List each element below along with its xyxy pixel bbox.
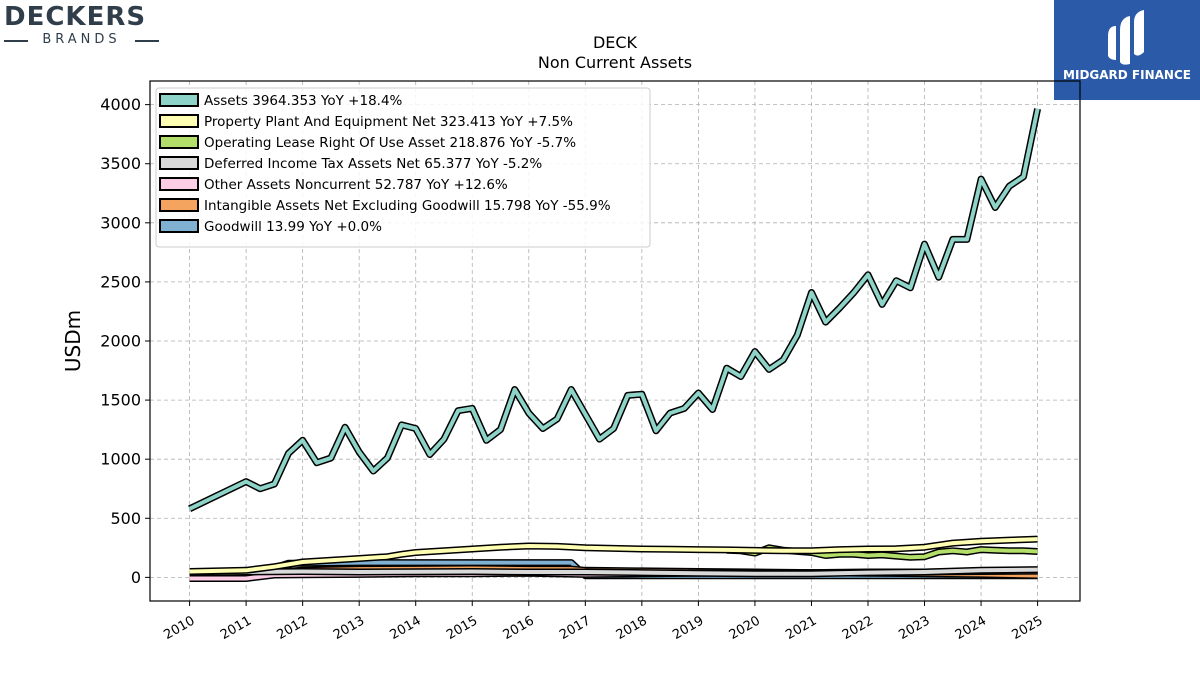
legend-swatch <box>159 198 199 212</box>
midgard-finance-logo: MIDGARD FINANCE <box>1054 0 1200 100</box>
legend-label: Other Assets Noncurrent 52.787 YoY +12.6… <box>204 177 508 193</box>
legend-swatch <box>159 219 199 233</box>
x-tick-label: 2011 <box>218 613 254 643</box>
legend-swatch <box>159 177 199 191</box>
deckers-brands-logo: DECKERS BRANDS <box>4 2 159 52</box>
y-axis-label: USDm <box>61 310 85 372</box>
logo-subtitle-text: BRANDS <box>42 32 121 47</box>
legend-label: Property Plant And Equipment Net 323.413… <box>204 114 573 130</box>
y-tick-label: 500 <box>110 509 141 528</box>
legend-label: Assets 3964.353 YoY +18.4% <box>204 93 403 109</box>
x-tick-label: 2018 <box>614 613 650 643</box>
y-tick-label: 3500 <box>100 154 141 173</box>
chart-title: DECK <box>593 33 638 52</box>
y-tick-label: 0 <box>131 568 141 587</box>
y-tick-label: 1500 <box>100 391 141 410</box>
logo-wordmark: DECKERS <box>4 2 147 32</box>
legend-label: Deferred Income Tax Assets Net 65.377 Yo… <box>204 156 542 172</box>
x-tick-label: 2012 <box>274 613 310 643</box>
series-layer <box>188 108 1042 582</box>
legend: Assets 3964.353 YoY +18.4% Property Plant… <box>155 87 651 248</box>
legend-box <box>155 87 651 248</box>
x-tick-label: 2021 <box>783 613 819 643</box>
x-tick-label: 2010 <box>161 613 197 643</box>
series-line <box>189 537 1038 574</box>
legend-label: Intangible Assets Net Excluding Goodwill… <box>204 198 611 214</box>
x-tick-label: 2016 <box>501 613 537 643</box>
x-tick-label: 2017 <box>557 613 593 643</box>
y-tick-label: 2500 <box>100 272 141 291</box>
logo-rule-left <box>4 40 28 42</box>
legend-swatch <box>159 135 199 149</box>
x-tick-label: 2025 <box>1009 613 1045 643</box>
logo-subtitle: BRANDS <box>4 32 159 48</box>
series-line <box>188 108 1040 511</box>
y-ticks: 0 500 1000 1500 2000 2500 3000 3500 4000 <box>100 95 150 587</box>
x-tick-label: 2013 <box>331 613 367 643</box>
x-tick-label: 2023 <box>896 613 932 643</box>
midgard-mark-icon <box>1108 10 1144 65</box>
legend-swatch <box>159 114 199 128</box>
y-tick-label: 1000 <box>100 450 141 469</box>
series-line <box>189 567 1038 576</box>
x-tick-label: 2020 <box>727 613 763 643</box>
legend-label: Operating Lease Right Of Use Asset 218.8… <box>204 135 576 151</box>
x-tick-label: 2024 <box>953 613 989 643</box>
x-ticks: 2010 2011 2012 2013 2014 2015 2016 2017 2018 2019… <box>161 601 1046 643</box>
legend-swatch <box>159 93 199 107</box>
legend-label: Goodwill 13.99 YoY +0.0% <box>204 219 382 235</box>
legend-swatch <box>159 156 199 170</box>
chart-subtitle: Non Current Assets <box>538 53 692 72</box>
x-tick-label: 2014 <box>388 613 424 643</box>
y-tick-label: 3000 <box>100 213 141 232</box>
midgard-finance-name: MIDGARD FINANCE <box>1063 68 1191 82</box>
x-tick-label: 2022 <box>840 613 876 643</box>
logo-rule-right <box>135 40 159 42</box>
y-tick-label: 2000 <box>100 332 141 351</box>
y-tick-label: 4000 <box>100 95 141 114</box>
x-tick-label: 2019 <box>670 613 706 643</box>
x-tick-label: 2015 <box>444 613 480 643</box>
